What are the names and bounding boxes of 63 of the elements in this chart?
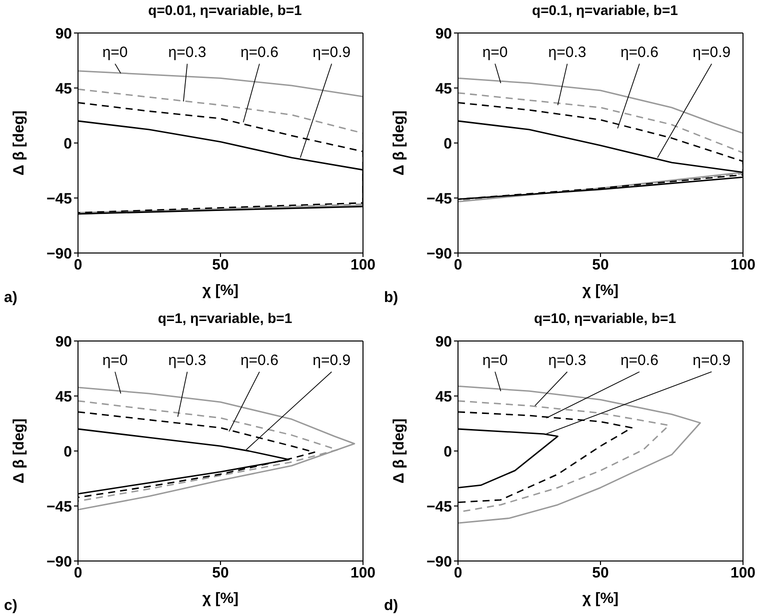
x-axis-title: χ [%] xyxy=(582,282,619,299)
x-tick-label: 50 xyxy=(592,256,609,274)
x-tick-label: 50 xyxy=(212,256,229,274)
annotation: η=0.6 xyxy=(620,44,658,61)
annotation: η=0.6 xyxy=(620,352,658,369)
chart-title: q=0.01, η=variable, b=1 xyxy=(147,1,303,20)
y-tick-label: 0 xyxy=(64,135,72,152)
annotation: η=0.3 xyxy=(548,352,586,369)
line-series xyxy=(78,386,356,510)
y-tick-label: 45 xyxy=(55,388,72,406)
y-tick-label: 0 xyxy=(444,443,452,460)
chart-title: q=10, η=variable, b=1 xyxy=(532,309,678,328)
annotation: η=0.3 xyxy=(548,44,586,61)
chart-title: q=0.1, η=variable, b=1 xyxy=(531,1,679,20)
y-axis-title: Δ β [deg] xyxy=(10,110,28,176)
y-tick-label: 90 xyxy=(435,333,452,350)
text: c) xyxy=(4,597,18,614)
text: a) xyxy=(4,289,18,306)
chart-title: q=1, η=variable, b=1 xyxy=(156,309,294,328)
annotation: η=0 xyxy=(102,44,128,61)
x-tick-label: 50 xyxy=(212,564,229,582)
x-tick-label: 100 xyxy=(350,256,376,274)
annotation: η=0.6 xyxy=(240,352,278,369)
annotation: η=0.9 xyxy=(312,352,351,369)
x-tick-label: 50 xyxy=(592,564,609,582)
annotation: η=0.6 xyxy=(240,44,278,61)
annotation: η=0.9 xyxy=(692,44,731,61)
annotation: η=0.9 xyxy=(692,352,731,369)
x-tick-label: 100 xyxy=(350,564,376,582)
x-tick-label: 100 xyxy=(730,564,756,582)
y-axis-title: Δ β [deg] xyxy=(390,418,408,484)
annotation: η=0 xyxy=(482,44,508,61)
x-axis-title: χ [%] xyxy=(202,590,239,607)
y-tick-label: −90 xyxy=(46,553,72,570)
annotation: η=0 xyxy=(482,352,508,369)
y-tick-label: 90 xyxy=(55,333,72,350)
y-axis-title: Δ β [deg] xyxy=(10,418,28,484)
annotation: η=0 xyxy=(102,352,128,369)
line-series xyxy=(458,400,670,513)
text: b) xyxy=(384,289,398,306)
x-axis-title: χ [%] xyxy=(202,282,239,299)
y-tick-label: −90 xyxy=(46,245,72,262)
y-tick-label: −45 xyxy=(46,190,72,208)
y-tick-label: 90 xyxy=(55,25,72,42)
y-tick-label: 0 xyxy=(444,135,452,152)
y-tick-label: −90 xyxy=(426,553,452,570)
y-axis-title: Δ β [deg] xyxy=(390,110,408,176)
y-tick-label: −90 xyxy=(426,245,452,262)
annotation: η=0.3 xyxy=(168,44,206,61)
annotation: η=0.3 xyxy=(168,352,206,369)
y-tick-label: 0 xyxy=(64,443,72,460)
y-tick-label: −45 xyxy=(46,498,72,516)
y-tick-label: 45 xyxy=(435,80,452,98)
y-tick-label: −45 xyxy=(426,498,452,516)
x-tick-label: 100 xyxy=(730,256,756,274)
text: d) xyxy=(384,597,398,614)
x-axis-title: χ [%] xyxy=(582,590,619,607)
y-tick-label: −45 xyxy=(426,190,452,208)
y-tick-label: 90 xyxy=(435,25,452,42)
line-series xyxy=(458,386,701,524)
y-tick-label: 45 xyxy=(435,388,452,406)
annotation: η=0.9 xyxy=(312,44,351,61)
y-tick-label: 45 xyxy=(55,80,72,98)
